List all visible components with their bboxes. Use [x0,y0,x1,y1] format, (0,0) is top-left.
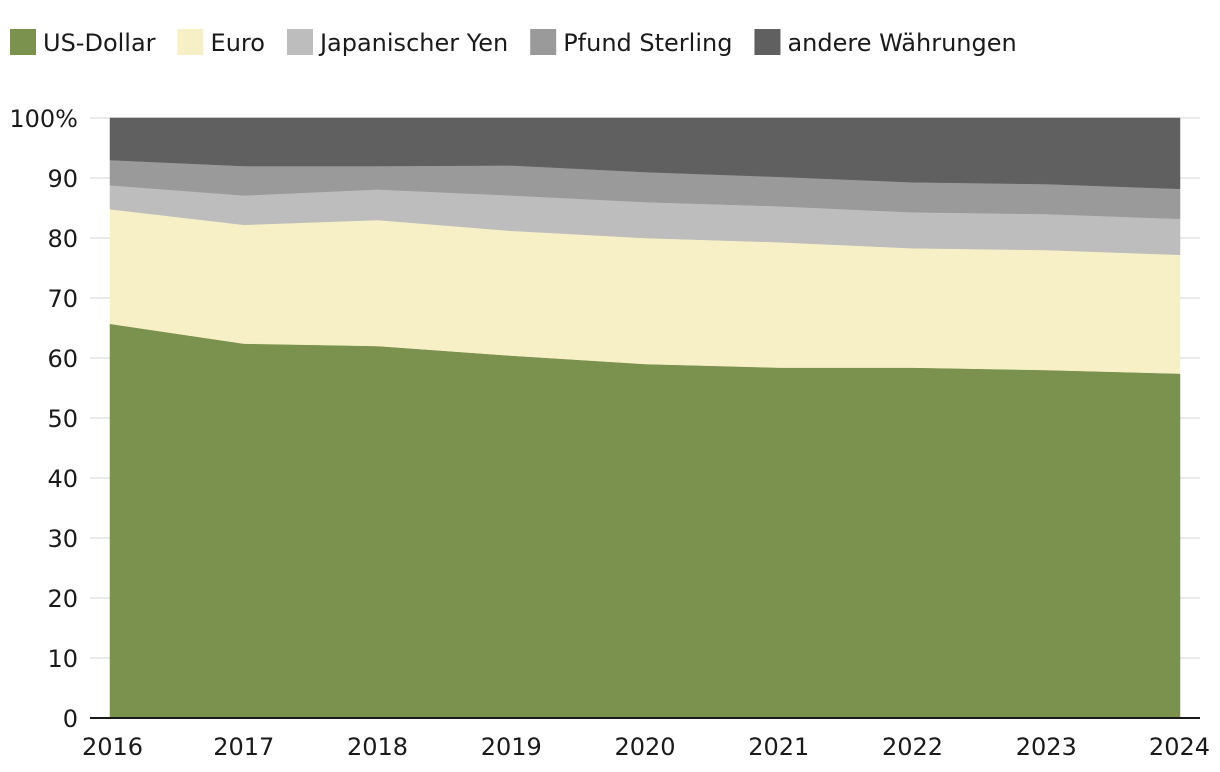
y-tick-label: 50 [47,405,78,433]
y-tick-label: 0 [63,705,78,733]
legend-swatch-japanischer-yen [286,29,313,55]
y-tick-label: 30 [47,525,78,553]
legend-swatch-pfund-sterling [530,29,557,55]
x-tick-label: 2018 [347,733,408,761]
x-tick-label: 2017 [213,733,274,761]
y-tick-label: 100% [9,105,78,133]
area-us-dollar [109,323,1181,719]
x-tick-label: 2023 [1016,733,1077,761]
x-tick-label: 2024 [1149,733,1210,761]
legend-swatch-us-dollar [10,29,36,55]
y-tick-label: 90 [47,165,78,193]
legend-swatch-euro [177,29,204,55]
y-tick-label: 60 [47,345,78,373]
legend-label-us-dollar: US-Dollar [43,29,156,57]
y-tick-label: 20 [47,585,78,613]
x-tick-label: 2022 [882,733,943,761]
x-tick-label: 2021 [748,733,809,761]
x-tick-label: 2020 [614,733,675,761]
y-tick-label: 80 [47,225,78,253]
x-tick-label: 2019 [481,733,542,761]
y-tick-label: 10 [47,645,78,673]
legend-swatch-andere-w-hrungen [754,29,781,55]
legend: US-Dollar Euro Japanischer Yen Pfund Sterli… [10,29,1017,57]
legend-label-japanischer-yen: Japanischer Yen [318,29,508,57]
legend-label-pfund-sterling: Pfund Sterling [563,29,732,57]
area-series [109,117,1181,719]
legend-label-euro: Euro [211,29,265,57]
y-tick-label: 40 [47,465,78,493]
legend-label-andere-w-hrungen: andere Währungen [787,29,1016,57]
y-axis-ticks: 0 10 20 30 40 50 60 70 80 90 100% [9,105,78,733]
area-andere-w-hrungen [109,117,1181,190]
x-tick-label: 2016 [82,733,143,761]
y-tick-label: 70 [47,285,78,313]
x-axis-ticks: 2016 2017 2018 2019 2020 2021 2022 2023 2024 [82,733,1210,761]
